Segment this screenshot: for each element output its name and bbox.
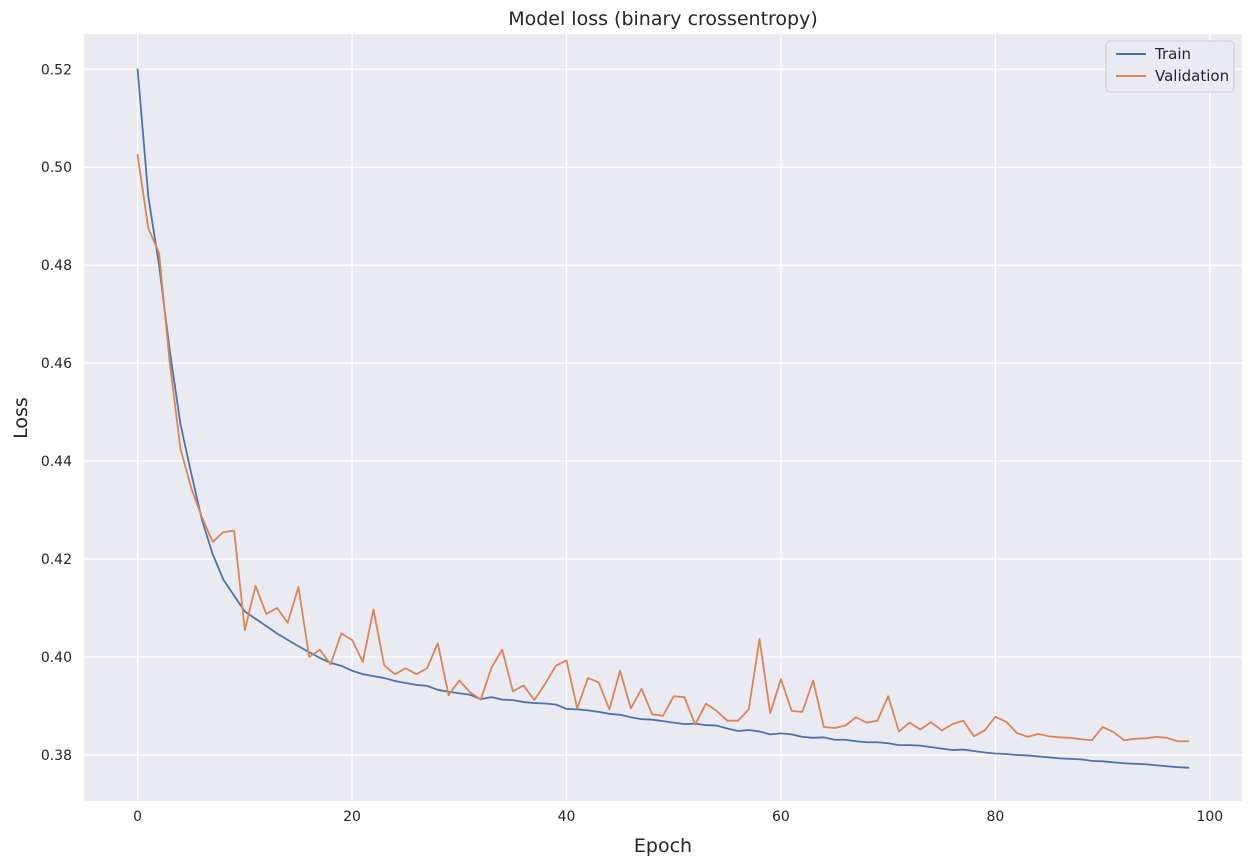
grid-lines [84,34,1242,801]
x-tick-label: 80 [986,809,1004,825]
legend-train-label: Train [1154,45,1191,63]
x-tick-label: 20 [343,809,361,825]
y-tick-labels: 0.38 0.40 0.42 0.44 0.46 0.48 0.50 0.52 [41,62,72,764]
x-tick-labels: 0 20 40 60 80 100 [133,809,1223,825]
series-line-validation [136,154,1190,743]
y-axis-title: Loss [10,397,32,439]
y-tick-label: 0.52 [41,62,72,78]
y-tick-label: 0.40 [41,650,72,666]
legend-validation-label: Validation [1155,67,1229,85]
legend: Train Validation [1105,40,1235,93]
y-tick-label: 0.38 [41,748,72,764]
y-tick-label: 0.46 [41,356,72,372]
x-tick-label: 40 [558,809,576,825]
x-tick-label: 60 [772,809,790,825]
x-tick-label: 100 [1196,809,1223,825]
y-tick-label: 0.44 [41,454,72,470]
y-tick-label: 0.50 [41,160,72,176]
series-layer [136,68,1190,769]
chart-title: Model loss (binary crossentropy) [508,8,818,30]
plot-background [84,34,1242,801]
x-tick-label: 0 [133,809,142,825]
x-axis-title: Epoch [634,835,692,857]
y-tick-label: 0.48 [41,258,72,274]
y-tick-label: 0.42 [41,552,72,568]
